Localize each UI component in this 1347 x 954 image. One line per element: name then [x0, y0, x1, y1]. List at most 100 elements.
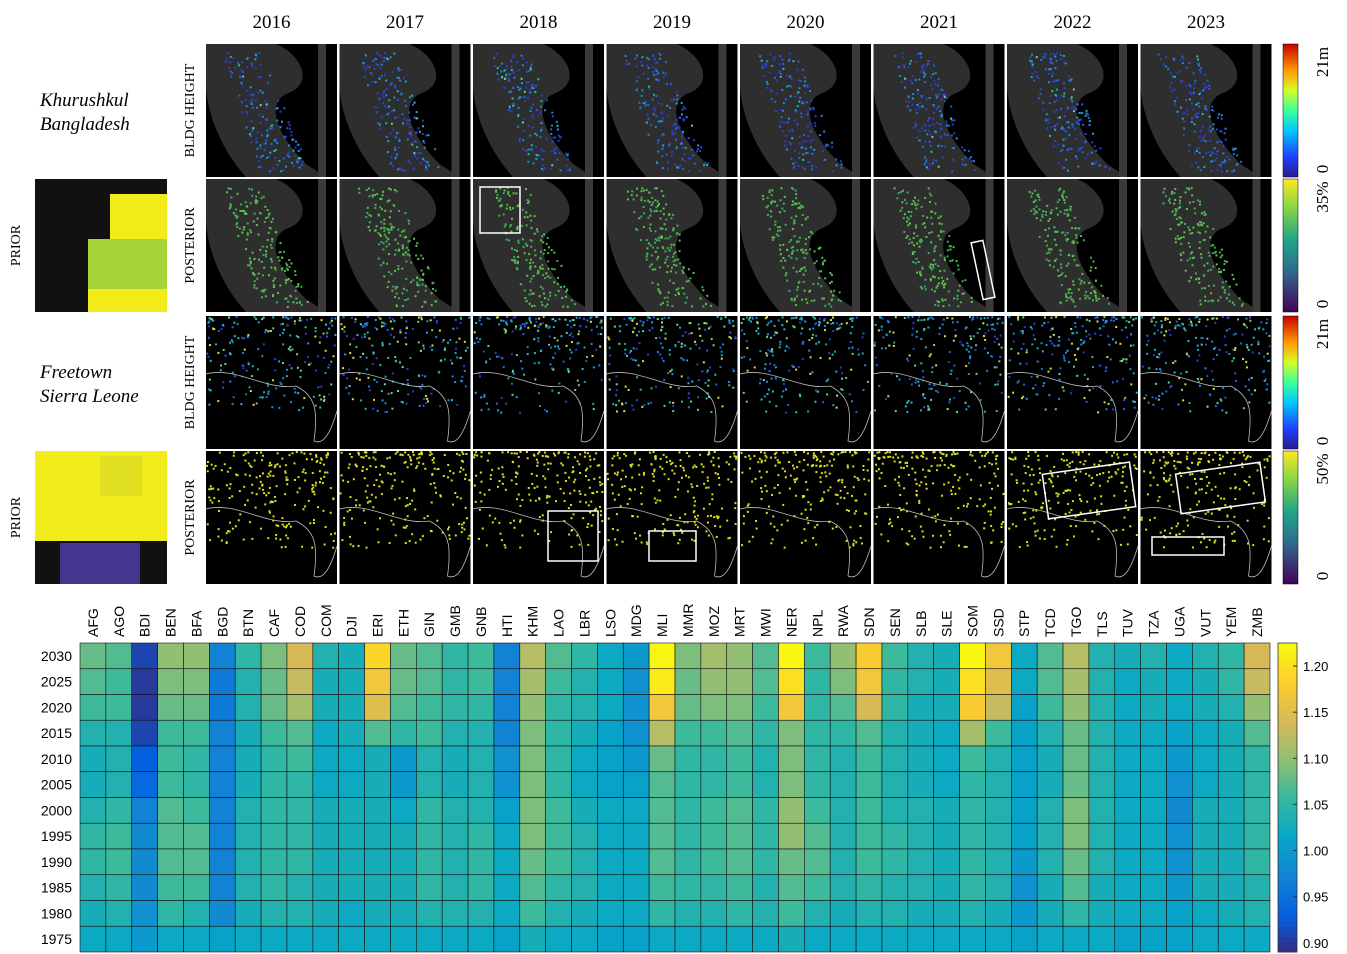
pixel	[372, 457, 374, 459]
pixel	[247, 222, 249, 224]
pixel	[1049, 95, 1051, 97]
pixel	[342, 367, 344, 369]
pixel	[541, 94, 543, 96]
pixel	[976, 373, 978, 375]
pixel	[1029, 60, 1031, 62]
pixel	[1128, 321, 1130, 323]
pixel	[885, 347, 887, 349]
pixel	[382, 102, 384, 104]
pixel	[801, 101, 803, 103]
pixel	[222, 381, 224, 383]
pixel	[1063, 316, 1065, 318]
pixel	[824, 305, 826, 307]
pixel	[875, 357, 877, 359]
pixel	[260, 528, 262, 530]
pixel	[516, 250, 518, 252]
pixel	[391, 290, 393, 292]
pixel	[889, 331, 891, 333]
pixel	[374, 194, 376, 196]
pixel	[1209, 126, 1211, 128]
pixel	[315, 370, 317, 372]
pixel	[279, 539, 281, 541]
pixel	[832, 170, 834, 172]
pixel	[531, 150, 533, 152]
pixel	[512, 54, 514, 56]
pixel	[1186, 371, 1188, 373]
pixel	[813, 108, 815, 110]
pixel	[688, 137, 690, 139]
pixel	[380, 221, 382, 223]
pixel	[233, 455, 235, 457]
pixel	[275, 538, 277, 540]
pixel	[636, 399, 638, 401]
pixel	[526, 275, 528, 277]
pixel	[832, 322, 834, 324]
pixel	[928, 388, 930, 390]
pixel	[275, 149, 277, 151]
pixel	[962, 159, 964, 161]
pixel	[404, 212, 406, 214]
pixel	[532, 127, 534, 129]
pixel	[938, 333, 940, 335]
pixel	[1266, 388, 1268, 390]
pixel	[924, 141, 926, 143]
pixel	[1159, 368, 1161, 370]
pixel	[688, 333, 690, 335]
pixel	[233, 212, 235, 214]
pixel	[420, 279, 422, 281]
pixel	[591, 329, 593, 331]
image-panel	[206, 316, 337, 449]
pixel	[788, 347, 790, 349]
pixel	[717, 397, 719, 399]
pixel	[1203, 222, 1205, 224]
pixel	[914, 122, 916, 124]
pixel	[264, 503, 266, 505]
pixel	[1095, 295, 1097, 297]
pixel	[1111, 317, 1113, 319]
pixel	[403, 254, 405, 256]
pixel	[477, 341, 479, 343]
pixel	[1208, 129, 1210, 131]
pixel	[206, 465, 208, 467]
pixel	[641, 65, 643, 67]
pixel	[1058, 162, 1060, 164]
pixel	[589, 459, 591, 461]
pixel	[1070, 98, 1072, 100]
pixel	[691, 381, 693, 383]
pixel	[548, 268, 550, 270]
pixel	[902, 57, 904, 59]
pixel	[964, 149, 966, 151]
pixel	[1108, 403, 1110, 405]
pixel	[599, 531, 601, 533]
pixel	[1200, 140, 1202, 142]
road	[452, 44, 460, 177]
pixel	[1180, 372, 1182, 374]
pixel	[480, 323, 482, 325]
pixel	[786, 345, 788, 347]
pixel	[401, 93, 403, 95]
pixel	[543, 316, 545, 318]
pixel	[295, 297, 297, 299]
pixel	[1191, 117, 1193, 119]
pixel	[1035, 206, 1037, 208]
pixel	[247, 334, 249, 336]
pixel	[1188, 280, 1190, 282]
pixel	[259, 475, 261, 477]
pixel	[1170, 228, 1172, 230]
pixel	[500, 533, 502, 535]
pixel	[943, 286, 945, 288]
pixel	[640, 61, 642, 63]
pixel	[1207, 270, 1209, 272]
pixel	[483, 394, 485, 396]
pixel	[653, 59, 655, 61]
pixel	[416, 277, 418, 279]
pixel	[526, 259, 528, 261]
pixel	[435, 492, 437, 494]
pixel	[652, 71, 654, 73]
pixel	[1212, 379, 1214, 381]
pixel	[1047, 235, 1049, 237]
pixel	[920, 362, 922, 364]
pixel	[1084, 142, 1086, 144]
pixel	[802, 341, 804, 343]
pixel	[370, 465, 372, 467]
